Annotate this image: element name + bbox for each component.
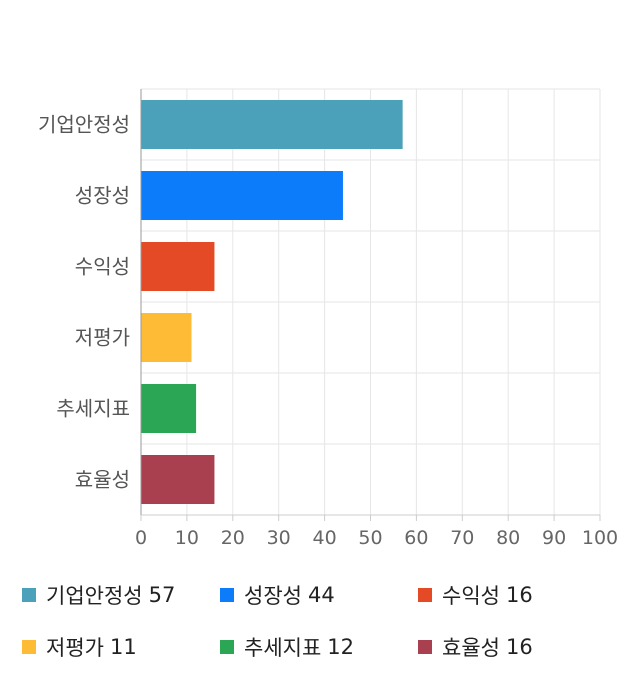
y-category-label: 수익성 [75, 255, 130, 279]
legend-value: 12 [327, 635, 355, 659]
legend-value: 16 [505, 583, 533, 607]
legend: 기업안정성 57 성장성 44 수익성 16 저평가 11 추세지표 12 효율… [22, 582, 622, 660]
x-tick-label: 0 [135, 527, 147, 549]
legend-swatch [22, 640, 36, 654]
legend-value: 57 [148, 583, 176, 607]
legend-swatch [418, 588, 432, 602]
x-tick-label: 20 [221, 527, 245, 549]
legend-item: 저평가 11 [22, 634, 220, 660]
y-category-label: 효율성 [75, 468, 130, 492]
legend-label: 성장성 [244, 584, 302, 608]
bar [141, 171, 343, 220]
legend-label: 저평가 [46, 636, 104, 660]
bar [141, 313, 192, 362]
legend-item: 성장성 44 [220, 582, 418, 608]
legend-label: 추세지표 [244, 636, 322, 660]
x-tick-label: 60 [404, 527, 428, 549]
bar [141, 455, 215, 504]
legend-value: 44 [307, 583, 335, 607]
x-tick-label: 90 [542, 527, 566, 549]
legend-item: 효율성 16 [418, 634, 616, 660]
legend-label: 효율성 [442, 636, 500, 660]
bar-chart: 0 10 20 30 40 50 60 70 80 90 100 기업안정성성장성수익성저평가추세지표… [38, 88, 618, 549]
legend-item: 기업안정성 57 [22, 582, 220, 608]
legend-value: 11 [109, 635, 137, 659]
legend-label: 기업안정성 [46, 584, 143, 608]
bar [141, 384, 197, 433]
bar [141, 242, 215, 291]
x-tick-label: 40 [313, 527, 337, 549]
legend-swatch [22, 588, 36, 602]
x-tick-label: 70 [450, 527, 474, 549]
legend-item: 추세지표 12 [220, 634, 418, 660]
legend-value: 16 [505, 635, 533, 659]
legend-swatch [220, 588, 234, 602]
x-tick-label: 80 [496, 527, 520, 549]
bar [141, 100, 403, 149]
y-category-label: 기업안정성 [38, 113, 130, 137]
legend-swatch [418, 640, 432, 654]
x-tick-label: 10 [175, 527, 199, 549]
y-category-label: 저평가 [75, 326, 130, 350]
legend-item: 수익성 16 [418, 582, 616, 608]
x-tick-label: 50 [358, 527, 382, 549]
y-category-label: 성장성 [75, 184, 130, 208]
legend-swatch [220, 640, 234, 654]
x-tick-label: 30 [267, 527, 291, 549]
y-category-label: 추세지표 [56, 397, 130, 421]
legend-label: 수익성 [442, 584, 500, 608]
x-tick-label: 100 [582, 527, 618, 549]
